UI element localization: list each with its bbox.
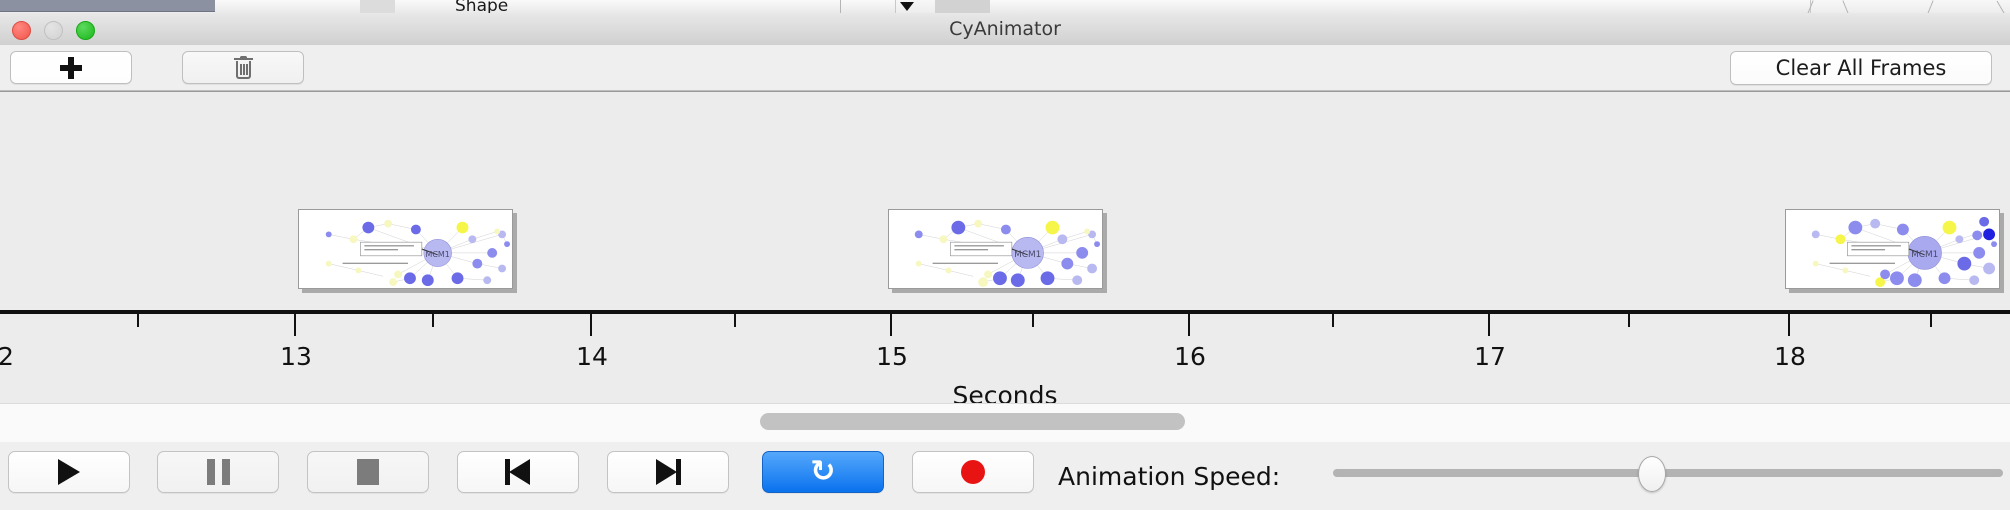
add-frame-button[interactable] bbox=[10, 51, 132, 84]
skip-forward-icon bbox=[655, 459, 681, 485]
background-window-text: Shape bbox=[455, 0, 509, 13]
record-icon bbox=[961, 460, 985, 484]
timeline-frame[interactable]: MCM1 bbox=[888, 209, 1103, 289]
minimize-button[interactable] bbox=[44, 21, 63, 40]
axis-tick-label: 18 bbox=[1774, 342, 1806, 371]
svg-text:MCM1: MCM1 bbox=[426, 250, 450, 259]
background-window-titlebar bbox=[0, 0, 215, 12]
timeline-scrollbar-track[interactable] bbox=[0, 403, 2010, 443]
axis-tick-major bbox=[1488, 314, 1490, 336]
zoom-button[interactable] bbox=[76, 21, 95, 40]
loop-icon: ↻ bbox=[810, 454, 836, 489]
axis-tick-minor bbox=[1930, 314, 1932, 327]
axis-tick-label: 2 bbox=[0, 342, 14, 371]
axis-tick-label: 13 bbox=[280, 342, 312, 371]
delete-frame-button[interactable] bbox=[182, 51, 304, 84]
axis-tick-major bbox=[294, 314, 296, 336]
loop-button[interactable]: ↻ bbox=[762, 451, 884, 493]
window-traffic-lights bbox=[12, 21, 95, 40]
toolbar: Clear All Frames bbox=[0, 45, 2010, 91]
play-icon bbox=[58, 459, 80, 485]
axis-tick-major bbox=[890, 314, 892, 336]
skip-back-icon bbox=[505, 459, 531, 485]
skip-forward-button[interactable] bbox=[607, 451, 729, 493]
axis-tick-minor bbox=[1032, 314, 1034, 327]
clear-all-frames-button[interactable]: Clear All Frames bbox=[1730, 51, 1992, 85]
stop-button[interactable] bbox=[307, 451, 429, 493]
network-thumbnail: MCM1 bbox=[1786, 210, 1999, 288]
axis-tick-label: 14 bbox=[576, 342, 608, 371]
axis-tick-major bbox=[590, 314, 592, 336]
background-caret-icon bbox=[900, 2, 914, 11]
trash-icon bbox=[233, 56, 253, 79]
axis-tick-minor bbox=[1628, 314, 1630, 327]
pause-button[interactable] bbox=[157, 451, 279, 493]
svg-text:MCM1: MCM1 bbox=[1014, 250, 1041, 260]
plus-icon bbox=[60, 56, 82, 79]
animation-speed-slider[interactable] bbox=[1333, 456, 2003, 492]
window-titlebar: CyAnimator bbox=[0, 13, 2010, 46]
axis-tick-major bbox=[1188, 314, 1190, 336]
pause-icon bbox=[206, 459, 230, 485]
network-thumbnail: MCM1 bbox=[889, 210, 1102, 288]
skip-back-button[interactable] bbox=[457, 451, 579, 493]
record-button[interactable] bbox=[912, 451, 1034, 493]
play-button[interactable] bbox=[8, 451, 130, 493]
axis-tick-minor bbox=[1332, 314, 1334, 327]
svg-text:MCM1: MCM1 bbox=[1911, 250, 1938, 260]
playback-control-bar: ↻ Animation Speed: bbox=[0, 442, 2010, 510]
axis-title: Seconds bbox=[952, 381, 1058, 404]
timeline-axis bbox=[0, 310, 2010, 314]
timeline-canvas[interactable]: MCM1 bbox=[0, 91, 2010, 404]
axis-tick-major bbox=[1788, 314, 1790, 336]
background-window-strip: Shape bbox=[0, 0, 2010, 13]
timeline-scrollbar-thumb[interactable] bbox=[760, 413, 1185, 430]
timeline-frame[interactable]: MCM1 bbox=[1785, 209, 2000, 289]
axis-tick-minor bbox=[432, 314, 434, 327]
axis-tick-label: 16 bbox=[1174, 342, 1206, 371]
timeline-frame[interactable]: MCM1 bbox=[298, 209, 513, 289]
close-button[interactable] bbox=[12, 21, 31, 40]
axis-tick-minor bbox=[734, 314, 736, 327]
axis-tick-minor bbox=[137, 314, 139, 327]
axis-tick-label: 17 bbox=[1474, 342, 1506, 371]
animation-speed-slider-knob[interactable] bbox=[1638, 456, 1666, 492]
stop-icon bbox=[357, 459, 379, 485]
network-thumbnail: MCM1 bbox=[299, 210, 512, 288]
axis-tick-label: 15 bbox=[876, 342, 908, 371]
window-title: CyAnimator bbox=[949, 18, 1061, 40]
animation-speed-label: Animation Speed: bbox=[1058, 462, 1281, 491]
